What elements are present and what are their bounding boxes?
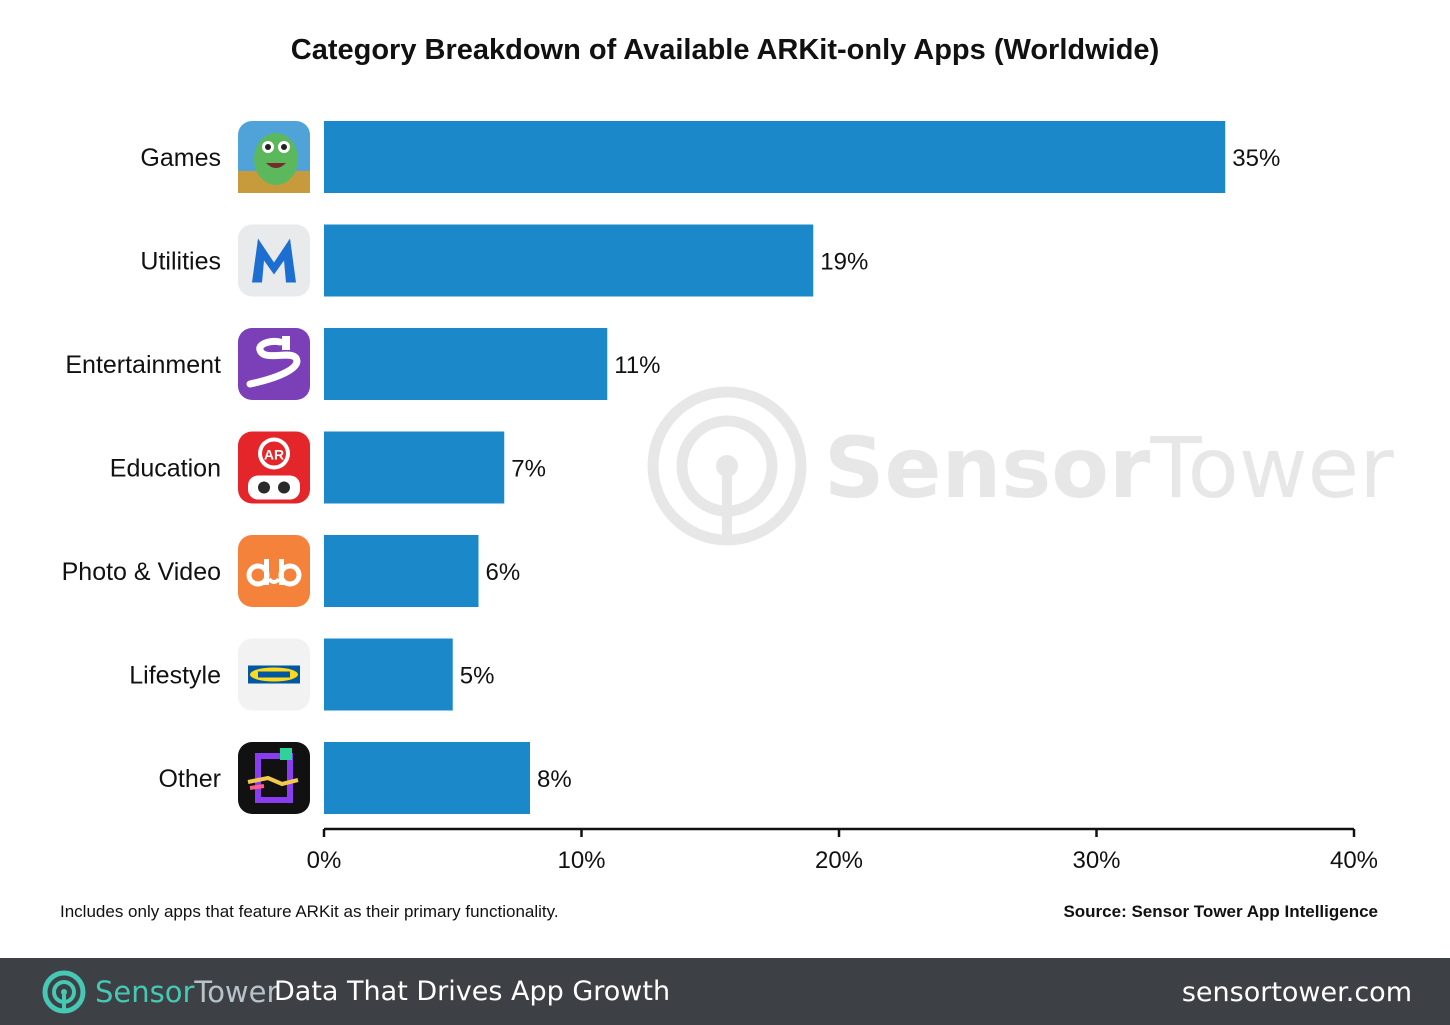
category-label-utilities: Utilities	[140, 248, 221, 276]
footer-brand: SensorTower	[95, 975, 278, 1009]
x-tick-label: 30%	[1072, 847, 1120, 874]
sensortower-watermark: SensorTower	[647, 386, 1394, 546]
ikea-icon	[238, 638, 310, 711]
category-icons: AR	[238, 121, 310, 814]
footnote: Includes only apps that feature ARKit as…	[60, 902, 559, 921]
value-label-games: 35%	[1232, 145, 1280, 172]
svg-text:SensorTower: SensorTower	[824, 419, 1394, 517]
chart-title: Category Breakdown of Available ARKit-on…	[290, 34, 1160, 66]
ar-robot-icon: AR	[238, 431, 310, 504]
dub-icon	[238, 535, 310, 607]
footer-brand-part2: Tower	[194, 975, 279, 1009]
category-label-entertainment: Entertainment	[65, 351, 221, 379]
category-label-lifestyle: Lifestyle	[129, 662, 221, 690]
bar-utilities	[324, 224, 814, 297]
x-tick-label: 0%	[307, 847, 342, 874]
watermark-word-2: Tower	[1149, 419, 1394, 517]
bar-games	[324, 121, 1226, 193]
x-axis: 0% 10% 20% 30% 40%	[307, 827, 1378, 874]
bar-chart: SensorTower AR Games 35% Utilities 19% Enter…	[62, 121, 1394, 874]
source-note: Source: Sensor Tower App Intelligence	[1063, 902, 1378, 921]
x-tick-label: 10%	[557, 847, 605, 874]
category-label-other: Other	[158, 765, 221, 793]
category-label-education: Education	[110, 455, 221, 483]
footer-tagline: Data That Drives App Growth	[274, 976, 671, 1007]
value-label-utilities: 19%	[820, 249, 868, 276]
bar-entertainment	[324, 328, 608, 400]
value-label-photo-video: 6%	[486, 559, 521, 586]
x-tick-label: 20%	[815, 847, 863, 874]
value-label-education: 7%	[511, 456, 546, 483]
watermark-word-1: Sensor	[824, 419, 1151, 517]
bar-photo-video	[324, 535, 479, 607]
bar-other	[324, 742, 530, 814]
value-label-other: 8%	[537, 766, 572, 793]
value-label-entertainment: 11%	[614, 352, 660, 379]
frame-art-icon	[238, 742, 310, 814]
drawing-path-icon	[238, 328, 310, 400]
bar-education	[324, 431, 505, 504]
svg-text:AR: AR	[264, 447, 284, 463]
sensortower-logo-icon	[42, 970, 86, 1014]
bars: Games 35% Utilities 19% Entertainment 11% Educ…	[62, 121, 1280, 814]
x-tick-label: 40%	[1330, 847, 1378, 874]
category-label-games: Games	[140, 144, 221, 172]
dinosaur-game-icon	[238, 121, 310, 193]
category-label-photo-video: Photo & Video	[62, 558, 221, 586]
value-label-lifestyle: 5%	[460, 663, 495, 690]
footer-url[interactable]: sensortower.com	[1181, 977, 1412, 1008]
measure-m-icon	[238, 224, 310, 297]
footer-bar: SensorTower Data That Drives App Growth …	[0, 958, 1450, 1025]
bar-lifestyle	[324, 638, 453, 711]
footer-brand-part1: Sensor	[95, 975, 195, 1009]
